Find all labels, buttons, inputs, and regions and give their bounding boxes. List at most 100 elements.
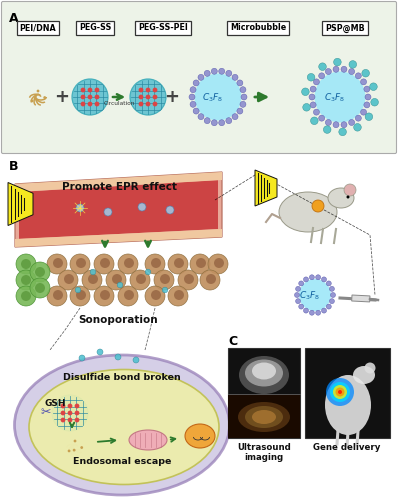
Ellipse shape bbox=[328, 188, 354, 208]
Polygon shape bbox=[15, 172, 222, 247]
Circle shape bbox=[193, 108, 199, 114]
Circle shape bbox=[296, 286, 300, 292]
Circle shape bbox=[316, 310, 321, 315]
Ellipse shape bbox=[245, 406, 283, 428]
Circle shape bbox=[344, 184, 356, 196]
Circle shape bbox=[95, 88, 100, 92]
Circle shape bbox=[146, 88, 150, 92]
Circle shape bbox=[74, 404, 79, 408]
Bar bbox=[228, 394, 300, 438]
Circle shape bbox=[47, 254, 67, 274]
Text: Ultrasound
imaging: Ultrasound imaging bbox=[237, 443, 291, 462]
Circle shape bbox=[299, 279, 331, 311]
Circle shape bbox=[208, 254, 228, 274]
Circle shape bbox=[362, 70, 369, 77]
Circle shape bbox=[160, 274, 170, 284]
Circle shape bbox=[211, 120, 217, 126]
Circle shape bbox=[189, 94, 195, 100]
Text: $C_3F_8$: $C_3F_8$ bbox=[203, 92, 224, 104]
Text: Sonoporation: Sonoporation bbox=[78, 315, 158, 325]
Circle shape bbox=[138, 203, 146, 211]
Circle shape bbox=[60, 404, 65, 408]
Circle shape bbox=[310, 102, 316, 108]
Circle shape bbox=[68, 404, 72, 408]
Ellipse shape bbox=[185, 424, 215, 448]
Circle shape bbox=[146, 94, 150, 100]
Text: +: + bbox=[55, 88, 70, 106]
Circle shape bbox=[81, 94, 86, 100]
Circle shape bbox=[90, 269, 96, 275]
Circle shape bbox=[326, 68, 332, 74]
Circle shape bbox=[237, 108, 243, 114]
Circle shape bbox=[310, 86, 316, 92]
Circle shape bbox=[304, 308, 308, 313]
Circle shape bbox=[349, 60, 357, 68]
Circle shape bbox=[299, 304, 304, 309]
Circle shape bbox=[151, 258, 161, 268]
Circle shape bbox=[237, 80, 243, 86]
Text: PEG-SS-PEI: PEG-SS-PEI bbox=[138, 24, 188, 32]
Circle shape bbox=[151, 290, 161, 300]
Ellipse shape bbox=[129, 430, 167, 450]
Circle shape bbox=[139, 102, 143, 106]
Bar bbox=[228, 348, 300, 438]
Circle shape bbox=[118, 286, 138, 306]
Circle shape bbox=[338, 390, 342, 394]
Circle shape bbox=[30, 278, 50, 298]
Ellipse shape bbox=[325, 375, 371, 435]
Circle shape bbox=[94, 254, 114, 274]
Circle shape bbox=[21, 275, 31, 285]
Circle shape bbox=[349, 68, 355, 74]
Circle shape bbox=[240, 86, 246, 92]
Text: $C_3F_8$: $C_3F_8$ bbox=[299, 290, 321, 302]
Circle shape bbox=[31, 100, 33, 102]
Circle shape bbox=[68, 450, 70, 452]
Circle shape bbox=[198, 74, 204, 80]
Text: $C_3F_8$: $C_3F_8$ bbox=[324, 92, 345, 104]
Circle shape bbox=[174, 290, 184, 300]
Circle shape bbox=[118, 254, 138, 274]
Circle shape bbox=[195, 74, 242, 120]
Circle shape bbox=[53, 290, 63, 300]
Circle shape bbox=[97, 349, 103, 355]
Circle shape bbox=[303, 104, 310, 111]
Text: GSH: GSH bbox=[44, 398, 66, 407]
Circle shape bbox=[304, 277, 308, 282]
Circle shape bbox=[136, 274, 146, 284]
Circle shape bbox=[364, 86, 370, 92]
Circle shape bbox=[365, 113, 373, 120]
Circle shape bbox=[302, 88, 309, 96]
Circle shape bbox=[76, 204, 84, 212]
Circle shape bbox=[309, 310, 314, 315]
Text: Microbubble: Microbubble bbox=[230, 24, 286, 32]
Circle shape bbox=[60, 418, 65, 422]
Circle shape bbox=[43, 96, 46, 99]
Circle shape bbox=[370, 83, 377, 90]
Circle shape bbox=[206, 274, 216, 284]
Circle shape bbox=[16, 254, 36, 274]
Bar bbox=[305, 348, 390, 438]
Ellipse shape bbox=[239, 356, 289, 394]
Circle shape bbox=[324, 126, 331, 134]
Circle shape bbox=[178, 270, 198, 290]
Circle shape bbox=[139, 94, 143, 100]
Ellipse shape bbox=[252, 362, 276, 380]
Circle shape bbox=[204, 118, 210, 124]
Circle shape bbox=[226, 70, 232, 76]
Circle shape bbox=[190, 86, 196, 92]
Circle shape bbox=[82, 270, 102, 290]
Circle shape bbox=[72, 79, 108, 115]
Circle shape bbox=[365, 94, 371, 100]
Circle shape bbox=[168, 254, 188, 274]
Circle shape bbox=[35, 283, 45, 293]
Circle shape bbox=[100, 258, 110, 268]
Circle shape bbox=[52, 395, 88, 431]
Circle shape bbox=[184, 274, 194, 284]
Circle shape bbox=[88, 88, 92, 92]
Circle shape bbox=[68, 410, 72, 416]
Circle shape bbox=[145, 269, 151, 275]
Circle shape bbox=[295, 292, 300, 298]
Circle shape bbox=[58, 270, 78, 290]
Circle shape bbox=[162, 287, 168, 293]
Circle shape bbox=[333, 122, 339, 128]
